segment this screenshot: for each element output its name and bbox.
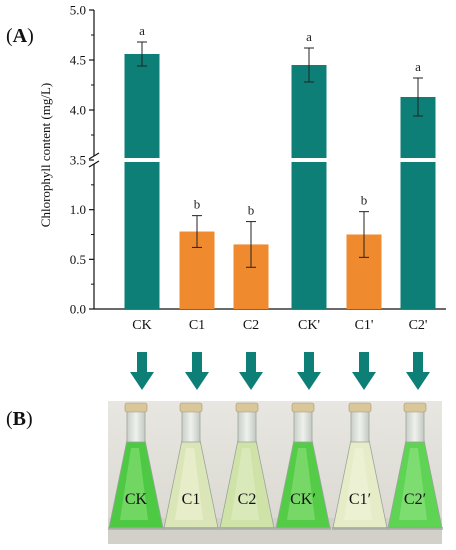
flask-label: C1 bbox=[182, 491, 201, 508]
significance-letter: b bbox=[194, 197, 201, 212]
bar bbox=[400, 97, 436, 309]
bar-break-gap bbox=[399, 158, 437, 162]
flask-label: C2′ bbox=[404, 491, 426, 508]
y-tick-label: 0.0 bbox=[70, 302, 86, 317]
x-tick-label: C1 bbox=[189, 318, 205, 333]
y-tick-label: 1.0 bbox=[70, 202, 86, 217]
flask-photo: CK C1 C2 CK′ C1′ C2′ bbox=[108, 401, 443, 544]
down-arrow bbox=[130, 352, 154, 390]
flask-neck bbox=[293, 408, 313, 443]
down-arrow bbox=[297, 352, 321, 390]
panel-a-label: (A) bbox=[6, 25, 34, 47]
flask-base bbox=[108, 527, 164, 530]
x-tick-label: C2' bbox=[409, 318, 428, 333]
down-arrow bbox=[352, 352, 376, 390]
significance-letter: a bbox=[139, 23, 145, 38]
flask-cap bbox=[179, 402, 203, 413]
flask-highlight bbox=[175, 448, 203, 520]
y-tick-label: 4.0 bbox=[70, 103, 86, 118]
y-axis-title: Chlorophyll content (mg/L) bbox=[38, 83, 53, 227]
flask-neck bbox=[181, 408, 201, 443]
bar bbox=[124, 54, 160, 309]
x-tick-label: CK' bbox=[298, 318, 320, 333]
flask-cap bbox=[291, 402, 315, 413]
flask-cap bbox=[235, 402, 259, 413]
flask-highlight bbox=[287, 448, 315, 520]
flask-base bbox=[275, 527, 331, 530]
flask-base bbox=[219, 527, 275, 530]
y-tick-label: 5.0 bbox=[70, 3, 86, 18]
y-tick-label: 0.5 bbox=[70, 252, 86, 267]
flask-highlight bbox=[120, 448, 148, 520]
flask-label: CK bbox=[125, 491, 148, 508]
flask-base bbox=[163, 527, 219, 530]
flask-base bbox=[332, 527, 388, 530]
flask-neck bbox=[126, 408, 146, 443]
significance-letter: a bbox=[306, 29, 312, 44]
flask-neck bbox=[350, 408, 370, 443]
axis-break-mark bbox=[88, 152, 100, 160]
flasks: CK C1 C2 CK′ C1′ C2′ bbox=[108, 402, 443, 530]
flask-cap bbox=[124, 402, 148, 413]
significance-letter: b bbox=[248, 203, 255, 218]
chart-labels: a CK b C1 b C2 a CK' b C1' a C2' bbox=[132, 23, 427, 333]
flask-base bbox=[387, 527, 443, 530]
flask-highlight bbox=[344, 448, 372, 520]
flask-label: C2 bbox=[238, 491, 257, 508]
down-arrow bbox=[406, 352, 430, 390]
arrows bbox=[130, 352, 430, 390]
flask-neck bbox=[405, 408, 425, 443]
x-tick-label: CK bbox=[132, 318, 151, 333]
x-tick-label: C2 bbox=[243, 318, 259, 333]
down-arrow bbox=[185, 352, 209, 390]
flask-cap bbox=[403, 402, 427, 413]
down-arrow bbox=[239, 352, 263, 390]
panel-b-label: (B) bbox=[6, 408, 33, 430]
bars bbox=[123, 41, 437, 309]
axis-break-mark bbox=[88, 160, 100, 168]
significance-letter: b bbox=[361, 193, 368, 208]
significance-letter: a bbox=[415, 59, 421, 74]
flask-highlight bbox=[399, 448, 427, 520]
y-tick-label: 3.5 bbox=[70, 153, 86, 168]
photo-bench bbox=[108, 518, 442, 544]
bar bbox=[291, 65, 327, 309]
bar-break-gap bbox=[123, 158, 161, 162]
x-tick-label: C1' bbox=[355, 318, 374, 333]
flask-highlight bbox=[231, 448, 259, 520]
flask-cap bbox=[348, 402, 372, 413]
flask-neck bbox=[237, 408, 257, 443]
y-tick-label: 4.5 bbox=[70, 53, 86, 68]
bar-chart: Chlorophyll content (mg/L) 0.0 0.5 1.0 3.5 4… bbox=[38, 3, 446, 333]
flask-label: C1′ bbox=[349, 491, 371, 508]
flask-label: CK′ bbox=[290, 491, 316, 508]
bar-break-gap bbox=[290, 158, 328, 162]
